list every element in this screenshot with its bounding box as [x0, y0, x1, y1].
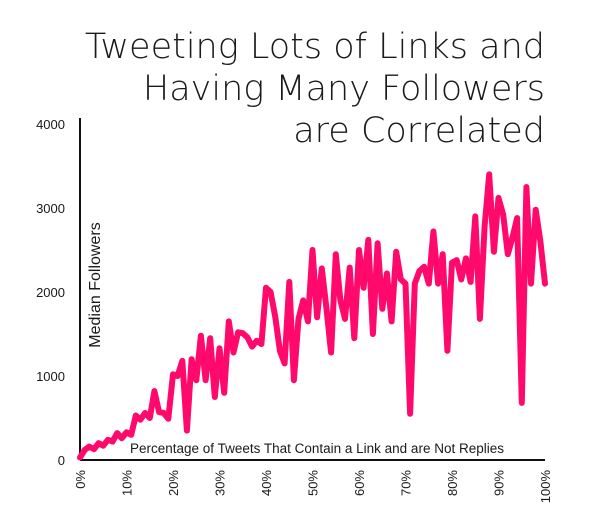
series-line [77, 171, 548, 461]
x-axis-label: Percentage of Tweets That Contain a Link… [130, 441, 504, 456]
x-tick-label: 30% [213, 470, 228, 496]
x-tick-label: 50% [306, 470, 321, 496]
chart-title-line-3: are Correlated [293, 111, 545, 151]
y-axis-label: Median Followers [87, 222, 104, 347]
y-tick-label: 2000 [36, 285, 65, 300]
y-tick-label: 3000 [36, 201, 65, 216]
chart-title: Tweeting Lots of Links and Having Many F… [85, 27, 545, 151]
y-tick-label: 0 [58, 453, 65, 468]
y-tick-labels: 0 1000 2000 3000 4000 [36, 117, 65, 468]
chart-title-line-1: Tweeting Lots of Links and [85, 27, 545, 67]
x-tick-labels: 0% 10% 20% 30% 40% 50% 60% 70% 80% 90% 100% [73, 470, 553, 504]
x-tick-label: 40% [259, 470, 274, 496]
x-tick-label: 80% [445, 470, 460, 496]
series-group [77, 171, 548, 461]
y-tick-label: 1000 [36, 369, 65, 384]
x-tick-label: 90% [492, 470, 507, 496]
x-tick-label: 0% [73, 470, 88, 489]
x-tick-label: 60% [352, 470, 367, 496]
x-tick-label: 100% [538, 470, 553, 504]
chart-title-line-2: Having Many Followers [143, 69, 545, 109]
x-tick-label: 70% [399, 470, 414, 496]
y-tick-label: 4000 [36, 117, 65, 132]
x-tick-label: 10% [120, 470, 135, 496]
x-tick-label: 20% [166, 470, 181, 496]
